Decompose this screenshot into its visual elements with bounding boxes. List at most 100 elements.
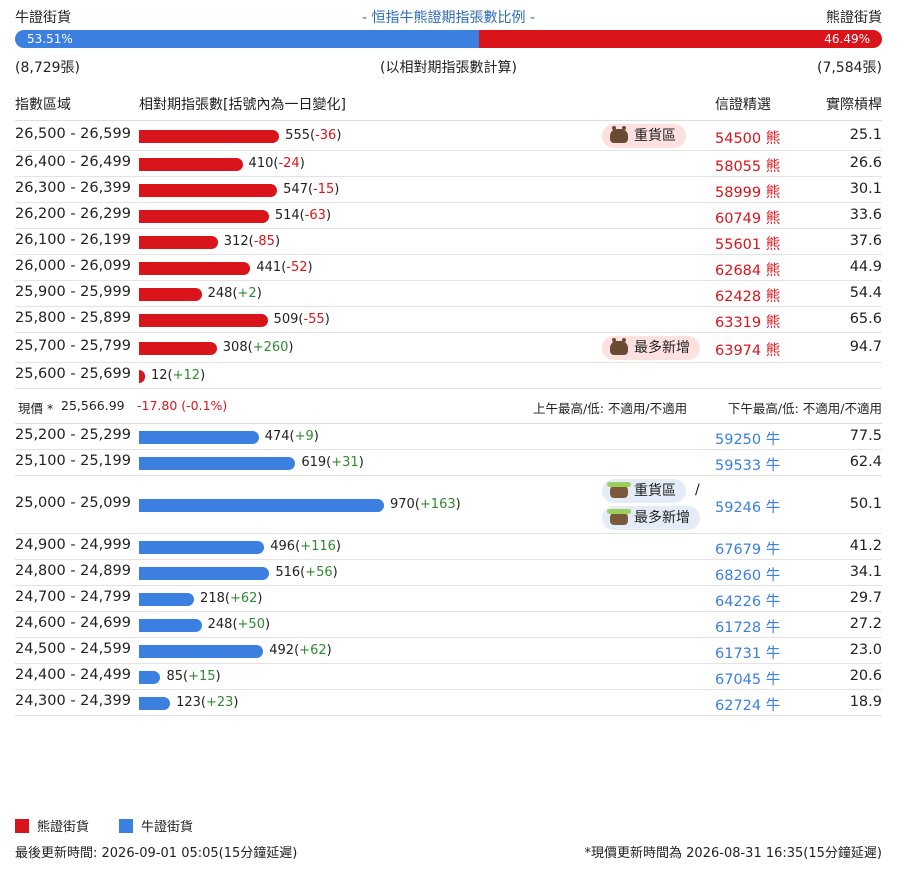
count-change: -15	[313, 182, 335, 197]
row-range: 25,200 - 25,299	[15, 427, 131, 443]
table-row: 26,200 - 26,299 514(-63) 60749 熊 33.6	[15, 203, 882, 229]
count-change: -55	[303, 312, 325, 327]
count-value: 619	[301, 455, 327, 470]
bear-bar	[139, 157, 243, 171]
row-leverage: 41.2	[849, 538, 882, 554]
col-pick: 信證精選	[715, 97, 771, 113]
row-count: 474(+9)	[264, 429, 319, 444]
bear-warrant-link[interactable]: 62428 熊	[715, 289, 781, 305]
bull-warrant-link[interactable]: 67679 牛	[715, 542, 781, 558]
row-count: 514(-63)	[274, 208, 332, 223]
bull-bar	[139, 540, 265, 554]
row-range: 26,300 - 26,399	[15, 180, 131, 196]
row-count: 509(-55)	[273, 312, 330, 327]
bear-warrant-link[interactable]: 58055 熊	[715, 159, 781, 175]
bull-warrant-link[interactable]: 62724 牛	[715, 698, 781, 714]
count-value: 547	[283, 182, 308, 197]
row-leverage: 94.7	[849, 339, 882, 355]
count-value: 441	[256, 260, 282, 275]
row-count: 123(+23)	[176, 695, 239, 710]
count-change: +12	[172, 368, 201, 383]
count-value: 492	[269, 643, 295, 658]
row-range: 24,300 - 24,399	[15, 693, 131, 709]
bull-bar	[139, 618, 202, 632]
bull-tag-most_new: 最多新增	[602, 506, 700, 530]
table-row: 26,500 - 26,599 555(-36) 54500 熊 25.1 重貨區	[15, 121, 882, 151]
table-row: 25,000 - 25,099 970(+163) 59246 牛 50.1 重貨區 / 最…	[15, 476, 882, 534]
table-row: 24,700 - 24,799 218(+62) 64226 牛 29.7	[15, 586, 882, 612]
bull-warrant-link[interactable]: 64226 牛	[715, 594, 781, 610]
table-row: 25,600 - 25,699 12(+12)	[15, 363, 882, 389]
title-row: 牛證街貨 - 恒指牛熊證期指張數比例 - 熊證街貨	[15, 0, 882, 30]
calc-note: (以相對期指張數計算)	[380, 60, 517, 76]
count-value: 410	[248, 156, 274, 171]
bull-warrant-link[interactable]: 67045 牛	[715, 672, 781, 688]
spot-row: 現價 * 25,566.99 -17.80 (-0.1%) 上午最高/低: 不適…	[15, 389, 882, 424]
bull-warrant-link[interactable]: 59533 牛	[715, 458, 781, 474]
count-change: -63	[304, 208, 326, 223]
tag-label: 重貨區	[634, 128, 676, 144]
count-change: -36	[315, 128, 337, 143]
bull-warrant-link[interactable]: 61731 牛	[715, 646, 781, 662]
cbbc-ratio-panel: 牛證街貨 - 恒指牛熊證期指張數比例 - 熊證街貨 53.51% 46.49% …	[15, 0, 882, 870]
count-change: +9	[294, 429, 314, 444]
bear-ratio-segment: 46.49%	[478, 30, 882, 48]
row-count: 547(-15)	[283, 182, 340, 197]
row-range: 24,700 - 24,799	[15, 589, 131, 605]
bear-bar	[139, 183, 278, 197]
row-count: 218(+62)	[200, 591, 263, 606]
col-leverage: 實際槓桿	[826, 97, 882, 113]
bear-icon	[610, 338, 628, 355]
bull-bar	[139, 592, 195, 606]
row-leverage: 18.9	[849, 694, 882, 710]
ratio-bar: 53.51% 46.49%	[15, 30, 882, 48]
bear-warrant-link[interactable]: 54500 熊	[715, 131, 781, 147]
col-count: 相對期指張數[括號內為一日變化]	[139, 97, 346, 113]
count-value: 248	[207, 617, 233, 632]
bear-warrant-link[interactable]: 62684 熊	[715, 263, 781, 279]
table-row: 24,800 - 24,899 516(+56) 68260 牛 34.1	[15, 560, 882, 586]
row-leverage: 23.0	[849, 642, 882, 658]
bear-warrant-link[interactable]: 60749 熊	[715, 211, 781, 227]
count-value: 509	[273, 312, 299, 327]
table-row: 25,900 - 25,999 248(+2) 62428 熊 54.4	[15, 281, 882, 307]
row-count: 555(-36)	[285, 128, 342, 143]
bull-warrant-link[interactable]: 59250 牛	[715, 432, 781, 448]
count-value: 248	[207, 286, 233, 301]
bull-warrant-link[interactable]: 68260 牛	[715, 568, 781, 584]
table-row: 26,100 - 26,199 312(-85) 55601 熊 37.6	[15, 229, 882, 255]
table-row: 24,900 - 24,999 496(+116) 67679 牛 41.2	[15, 534, 882, 560]
bear-warrant-link[interactable]: 55601 熊	[715, 237, 781, 253]
row-count: 248(+50)	[207, 617, 271, 632]
bull-warrant-link[interactable]: 59246 牛	[715, 500, 781, 516]
bull-warrant-link[interactable]: 61728 牛	[715, 620, 781, 636]
bear-bar	[139, 129, 280, 143]
row-count: 496(+116)	[270, 539, 341, 554]
count-change: +163	[419, 497, 456, 512]
row-range: 25,100 - 25,199	[15, 453, 131, 469]
row-range: 26,200 - 26,299	[15, 206, 131, 222]
bear-rows: 26,500 - 26,599 555(-36) 54500 熊 25.1 重貨區 26,…	[15, 121, 882, 389]
row-leverage: 34.1	[849, 564, 882, 580]
am-high-low: 上午最高/低: 不適用/不適用	[533, 401, 688, 416]
row-leverage: 30.1	[849, 181, 882, 197]
legend: 熊證街貨 牛證街貨	[15, 816, 193, 835]
row-range: 25,000 - 25,099	[15, 495, 131, 511]
bear-tag-most_new: 最多新增	[602, 336, 700, 360]
count-change: +116	[300, 539, 336, 554]
row-count: 516(+56)	[275, 565, 338, 580]
row-range: 26,500 - 26,599	[15, 126, 131, 142]
count-value: 970	[390, 497, 415, 512]
bear-warrant-link[interactable]: 58999 熊	[715, 185, 781, 201]
count-value: 218	[200, 591, 225, 606]
row-count: 410(-24)	[248, 156, 305, 171]
row-leverage: 65.6	[849, 311, 882, 327]
bear-warrant-link[interactable]: 63974 熊	[715, 343, 781, 359]
table-row: 25,700 - 25,799 308(+260) 63974 熊 94.7 最多新增	[15, 333, 882, 363]
bull-icon	[607, 482, 631, 498]
row-count: 312(-85)	[223, 234, 281, 249]
bear-warrant-link[interactable]: 63319 熊	[715, 315, 781, 331]
row-leverage: 25.1	[849, 127, 882, 143]
count-change: -85	[253, 234, 275, 249]
row-count: 492(+62)	[269, 643, 332, 658]
